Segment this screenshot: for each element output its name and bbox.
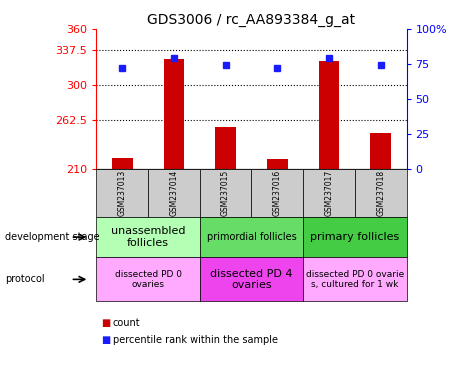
Bar xyxy=(164,59,184,169)
Text: GSM237013: GSM237013 xyxy=(118,170,127,216)
Text: GSM237018: GSM237018 xyxy=(376,170,385,216)
Text: dissected PD 0 ovarie
s, cultured for 1 wk: dissected PD 0 ovarie s, cultured for 1 … xyxy=(306,270,404,289)
Text: GSM237015: GSM237015 xyxy=(221,170,230,216)
Bar xyxy=(112,158,133,169)
Text: GSM237017: GSM237017 xyxy=(324,170,334,216)
Text: percentile rank within the sample: percentile rank within the sample xyxy=(113,335,278,345)
Text: GSM237014: GSM237014 xyxy=(169,170,179,216)
Bar xyxy=(319,61,339,169)
Text: unassembled
follicles: unassembled follicles xyxy=(111,226,185,248)
Bar xyxy=(370,134,391,169)
Text: protocol: protocol xyxy=(5,274,44,285)
Text: development stage: development stage xyxy=(5,232,99,242)
Text: dissected PD 4
ovaries: dissected PD 4 ovaries xyxy=(210,268,293,290)
Text: count: count xyxy=(113,318,141,328)
Text: ■: ■ xyxy=(101,335,110,345)
Bar xyxy=(267,159,288,169)
Text: primary follicles: primary follicles xyxy=(310,232,399,242)
Text: dissected PD 0
ovaries: dissected PD 0 ovaries xyxy=(115,270,181,289)
Bar xyxy=(215,127,236,169)
Text: primordial follicles: primordial follicles xyxy=(207,232,296,242)
Text: GSM237016: GSM237016 xyxy=(273,170,282,216)
Text: GDS3006 / rc_AA893384_g_at: GDS3006 / rc_AA893384_g_at xyxy=(148,13,355,27)
Text: ■: ■ xyxy=(101,318,110,328)
